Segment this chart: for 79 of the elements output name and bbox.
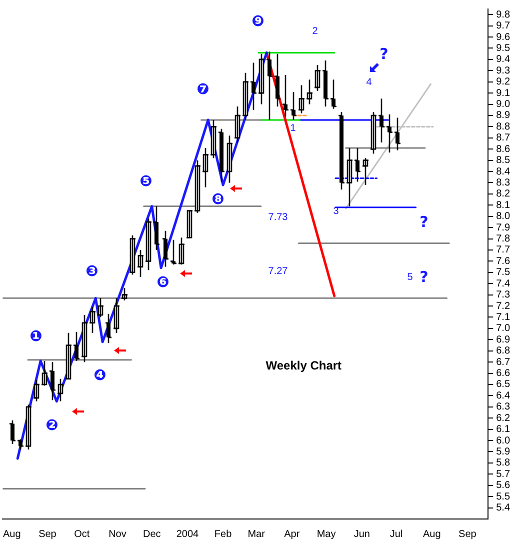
y-tick-label: 9.2 (496, 76, 510, 88)
y-tick-label: 8.6 (496, 144, 510, 155)
annotation: ? (420, 212, 428, 231)
x-tick-label: 2004 (176, 528, 200, 540)
annotation: ? (420, 268, 428, 286)
y-tick-label: 9.1 (496, 88, 510, 99)
y-tick-label: 5.8 (496, 458, 510, 469)
y-tick-label: 5.7 (496, 468, 510, 480)
y-tick-label: 8.8 (496, 121, 510, 132)
x-tick-label: Nov (108, 528, 126, 540)
y-tick-label: 6.5 (496, 379, 510, 390)
annotation: 1 (290, 122, 296, 134)
y-tick-label: 7.2 (496, 300, 510, 312)
annotation: 7.27 (268, 266, 288, 277)
annotation: 5 (407, 272, 414, 283)
y-tick-label: 8.2 (496, 188, 510, 200)
x-tick-label: May (316, 528, 336, 540)
y-tick-label: 7.1 (496, 312, 510, 323)
y-tick-label: 7.3 (496, 290, 510, 301)
annotation: ❻ (156, 272, 170, 291)
x-tick-label: Apr (284, 528, 300, 540)
y-tick-label: 8.1 (496, 200, 510, 211)
y-tick-label: 5.6 (496, 480, 510, 492)
y-tick-label: 9.6 (496, 32, 510, 43)
y-tick-label: 7.7 (496, 244, 510, 256)
y-tick-label: 6.8 (496, 346, 510, 357)
x-tick-label: Sep (38, 528, 57, 540)
y-tick-label: 5.4 (496, 502, 510, 514)
y-tick-label: 9.5 (496, 42, 510, 54)
y-tick-label: 6.2 (496, 412, 510, 424)
y-tick-label: 8.0 (496, 211, 510, 222)
x-tick-label: Feb (214, 528, 232, 540)
x-tick-label: Jun (354, 528, 370, 540)
y-tick-label: 5.9 (496, 446, 510, 458)
y-tick-label: 6.3 (496, 402, 510, 413)
annotation: ❼ (196, 80, 210, 98)
y-tick-label: 9.7 (496, 20, 510, 32)
annotation: ? (380, 44, 388, 63)
annotation: ❸ (86, 262, 98, 280)
y-tick-label: 8.9 (496, 110, 510, 122)
y-tick-label: 9.8 (496, 9, 510, 20)
annotation: ❷ (46, 416, 58, 434)
x-tick-label: Oct (74, 528, 90, 540)
y-tick-label: 9.3 (496, 65, 510, 76)
annotation: ❶ (30, 326, 42, 345)
y-tick-label: 9.4 (496, 54, 510, 66)
x-tick-label: Aug (3, 528, 21, 540)
y-tick-label: 5.5 (496, 491, 510, 502)
x-tick-label: Jul (390, 528, 403, 540)
annotation: ❾ (252, 12, 264, 30)
annotation: 7.73 (268, 212, 288, 223)
annotation: ❺ (140, 172, 152, 190)
y-tick-label: 7.4 (496, 278, 510, 290)
y-tick-label: 8.7 (496, 132, 510, 144)
y-tick-label: 6.7 (496, 356, 510, 368)
y-tick-label: 7.6 (496, 256, 510, 267)
x-tick-label: Sep (458, 528, 477, 540)
x-tick-label: Mar (248, 528, 266, 540)
y-tick-label: 9.0 (496, 99, 510, 110)
annotation: 4 (366, 76, 372, 88)
y-tick-label: 8.3 (496, 177, 510, 188)
y-tick-label: 6.1 (496, 424, 510, 436)
y-tick-label: 6.0 (496, 435, 510, 446)
annotation: 2 (312, 26, 318, 37)
x-tick-label: Aug (422, 528, 441, 540)
annotation: 3 (333, 206, 340, 217)
y-tick-label: 8.5 (496, 155, 510, 166)
y-tick-label: 7.8 (496, 234, 510, 245)
y-tick-label: 7.5 (496, 267, 510, 278)
x-tick-label: Dec (142, 528, 161, 540)
annotation: ❽ (212, 190, 224, 208)
y-tick-label: 7.9 (496, 222, 510, 234)
y-tick-label: 7.0 (496, 323, 510, 334)
text: Weekly Chart (266, 358, 342, 372)
y-tick-label: 6.6 (496, 368, 510, 380)
y-tick-label: 6.9 (496, 334, 510, 346)
y-tick-label: 8.4 (496, 166, 510, 178)
annotation: ❹ (94, 366, 106, 384)
y-tick-label: 6.4 (496, 390, 510, 402)
